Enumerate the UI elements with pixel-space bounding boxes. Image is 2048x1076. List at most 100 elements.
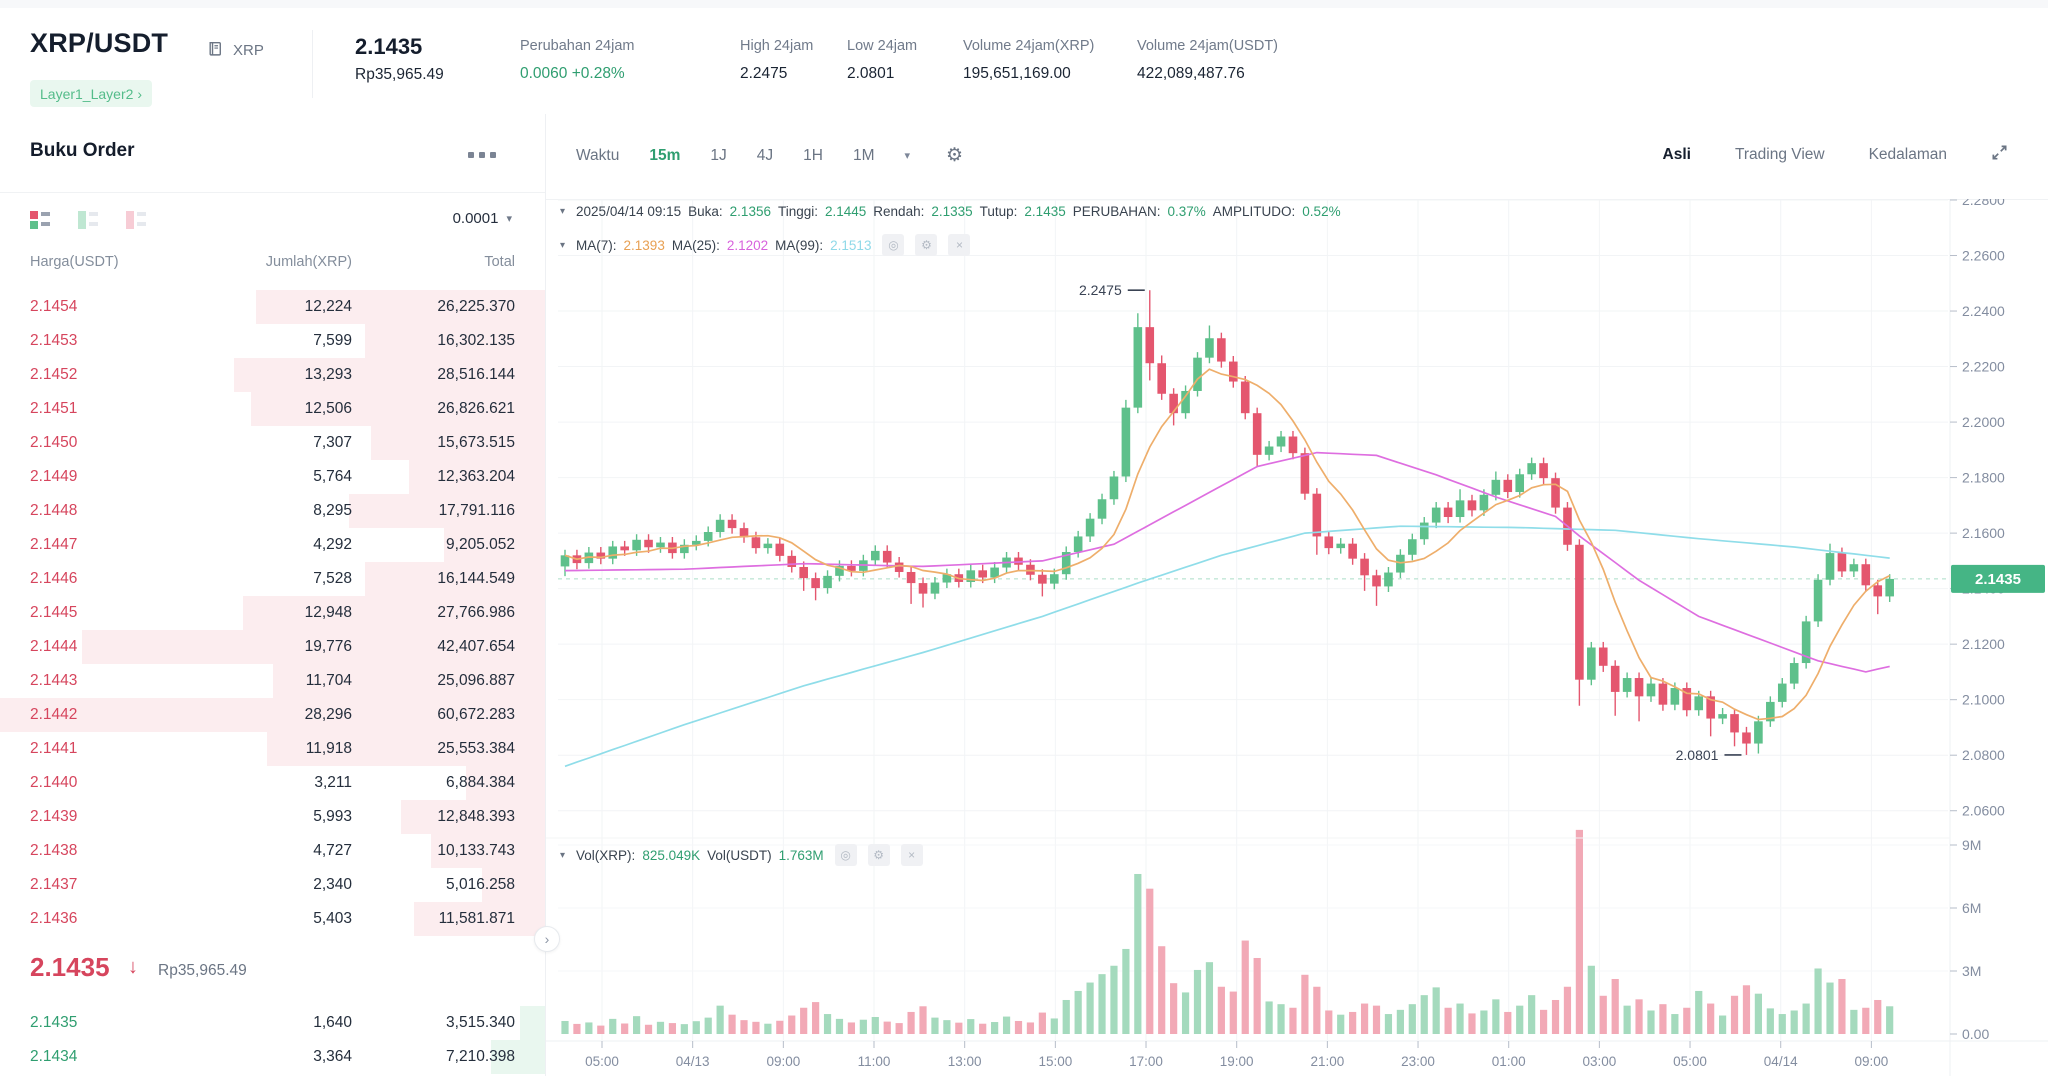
svg-text:2.1200: 2.1200 xyxy=(1962,636,2005,652)
svg-text:15:00: 15:00 xyxy=(1038,1054,1072,1069)
stat-value: 2.2475 xyxy=(740,65,788,82)
base-asset-label: XRP xyxy=(233,42,264,59)
order-book-row[interactable]: 2.1446 7,528 16,144.549 xyxy=(0,562,545,596)
book-view-both-icon[interactable] xyxy=(30,210,50,230)
row-amount: 2,340 xyxy=(313,876,352,893)
close-icon[interactable]: × xyxy=(900,844,923,866)
order-book-row[interactable]: 2.1450 7,307 15,673.515 xyxy=(0,426,545,460)
row-amount: 11,704 xyxy=(305,672,352,689)
book-view-asks-icon[interactable] xyxy=(126,210,146,230)
depth-bar xyxy=(520,1006,545,1040)
order-book-row[interactable]: 2.1443 11,704 25,096.887 xyxy=(0,664,545,698)
order-book-row[interactable]: 2.1440 3,211 6,884.384 xyxy=(0,766,545,800)
row-amount: 7,528 xyxy=(313,570,352,587)
svg-text:2.2200: 2.2200 xyxy=(1962,359,2005,375)
tab-kedalaman[interactable]: Kedalaman xyxy=(1868,146,1947,163)
order-book-row[interactable]: 2.1435 1,640 3,515.340 xyxy=(0,1006,545,1040)
depth-bar xyxy=(370,426,545,460)
pair-header: XRP/USDT XRP Layer1_Layer2 › 2.1435 Rp35… xyxy=(0,8,2048,115)
svg-text:2.2400: 2.2400 xyxy=(1962,303,2005,319)
interval-15m[interactable]: 15m xyxy=(649,146,681,164)
precision-select[interactable]: 0.0001 ▾ xyxy=(453,210,512,227)
depth-bar xyxy=(242,596,545,630)
order-book-row[interactable]: 2.1451 12,506 26,826.621 xyxy=(0,392,545,426)
order-book-row[interactable]: 2.1441 11,918 25,553.384 xyxy=(0,732,545,766)
row-total: 7,210.398 xyxy=(446,1048,515,1065)
interval-title: Waktu xyxy=(576,146,620,164)
order-book-row[interactable]: 2.1444 19,776 42,407.654 xyxy=(0,630,545,664)
svg-text:2.2600: 2.2600 xyxy=(1962,248,2005,264)
svg-text:2.1800: 2.1800 xyxy=(1962,470,2005,486)
ask-rows: 2.1454 12,224 26,225.370 2.1453 7,599 16,302.… xyxy=(0,290,545,936)
gear-icon[interactable]: ⚙ xyxy=(915,234,938,256)
order-book-row[interactable]: 2.1442 28,296 60,672.283 xyxy=(0,698,545,732)
last-price-row[interactable]: 2.1435 ↓ Rp35,965.49 xyxy=(0,942,545,998)
chevron-down-icon[interactable]: ▾ xyxy=(904,150,911,162)
stat-value: 2.0801 xyxy=(847,65,895,82)
order-book-row[interactable]: 2.1447 4,292 9,205.052 xyxy=(0,528,545,562)
order-book-row[interactable]: 2.1452 13,293 28,516.144 xyxy=(0,358,545,392)
interval-1M[interactable]: 1M xyxy=(852,146,875,164)
order-book-row[interactable]: 2.1448 8,295 17,791.116 xyxy=(0,494,545,528)
svg-text:09:00: 09:00 xyxy=(766,1054,800,1069)
row-price: 2.1436 xyxy=(30,910,78,927)
order-book-row[interactable]: 2.1434 3,364 7,210.398 xyxy=(0,1040,545,1074)
row-price: 2.1443 xyxy=(30,672,78,689)
close-icon[interactable]: × xyxy=(948,234,971,256)
row-price: 2.1451 xyxy=(30,400,78,417)
row-total: 6,884.384 xyxy=(446,774,515,791)
gear-icon[interactable]: ⚙ xyxy=(867,844,890,866)
high-annotation: 2.2475 xyxy=(1079,282,1122,298)
order-book-row[interactable]: 2.1454 12,224 26,225.370 xyxy=(0,290,545,324)
price-chart[interactable]: 2.2800 2.2600 2.2400 2.2200 2.2000 2.1800 2.16… xyxy=(546,199,2048,1076)
intervals: 15m 1J 4J 1H 1M xyxy=(649,147,874,165)
row-amount: 12,506 xyxy=(304,400,352,417)
eye-icon[interactable]: ◎ xyxy=(882,234,905,256)
tab-trading-view[interactable]: Trading View xyxy=(1734,146,1825,163)
row-amount: 5,403 xyxy=(313,910,352,927)
eye-icon[interactable]: ◎ xyxy=(834,844,857,866)
row-amount: 4,292 xyxy=(313,536,352,553)
panel-collapse-handle[interactable]: › xyxy=(534,926,560,952)
order-book-row[interactable]: 2.1436 5,403 11,581.871 xyxy=(0,902,545,936)
depth-bar xyxy=(272,664,545,698)
svg-text:04/14: 04/14 xyxy=(1764,1054,1798,1069)
ma25-line xyxy=(564,451,1890,673)
row-amount: 1,640 xyxy=(313,1014,352,1031)
grid-lines xyxy=(558,199,1948,1040)
svg-text:0.00: 0.00 xyxy=(1962,1026,1989,1042)
order-book-row[interactable]: 2.1437 2,340 5,016.258 xyxy=(0,868,545,902)
row-total: 5,016.258 xyxy=(446,876,515,893)
order-book-row[interactable]: 2.1439 5,993 12,848.393 xyxy=(0,800,545,834)
depth-bar xyxy=(444,528,545,562)
book-view-bids-icon[interactable] xyxy=(78,210,98,230)
dots-menu-icon[interactable] xyxy=(468,152,496,158)
order-book-row[interactable]: 2.1445 12,948 27,766.986 xyxy=(0,596,545,630)
expand-icon[interactable] xyxy=(1991,144,2008,166)
interval-1J[interactable]: 1J xyxy=(710,146,727,164)
svg-text:3M: 3M xyxy=(1962,963,1981,979)
svg-text:2.1600: 2.1600 xyxy=(1962,525,2005,541)
order-book-row[interactable]: 2.1453 7,599 16,302.135 xyxy=(0,324,545,358)
row-amount: 7,307 xyxy=(313,434,352,451)
row-total: 11,581.871 xyxy=(438,910,515,927)
interval-4J[interactable]: 4J xyxy=(756,146,774,164)
layer-tag-button[interactable]: Layer1_Layer2 › xyxy=(30,80,153,107)
header-divider xyxy=(312,30,313,98)
order-book-row[interactable]: 2.1438 4,727 10,133.743 xyxy=(0,834,545,868)
row-total: 16,144.549 xyxy=(437,570,515,587)
precision-value: 0.0001 xyxy=(452,210,499,227)
row-price: 2.1446 xyxy=(30,570,78,587)
stat-value: 195,651,169.00 xyxy=(963,65,1071,82)
interval-group: Waktu 15m 1J 4J 1H 1M ▾ ⚙ xyxy=(576,144,963,167)
svg-text:09:00: 09:00 xyxy=(1854,1054,1888,1069)
gear-icon[interactable]: ⚙ xyxy=(946,145,964,166)
row-price: 2.1444 xyxy=(30,638,78,655)
order-book-row[interactable]: 2.1449 5,764 12,363.204 xyxy=(0,460,545,494)
tab-asli[interactable]: Asli xyxy=(1662,146,1691,163)
row-total: 28,516.144 xyxy=(437,366,515,383)
row-total: 16,302.135 xyxy=(437,332,515,349)
interval-1H[interactable]: 1H xyxy=(803,146,823,164)
ma99-line xyxy=(564,525,1890,768)
